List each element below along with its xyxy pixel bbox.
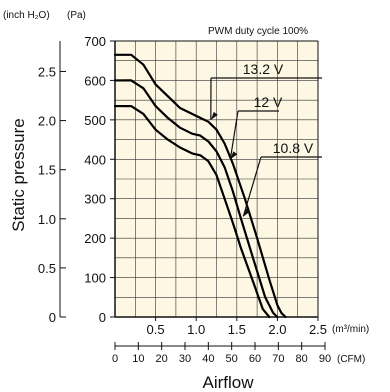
x-tick-label-m3: 1.0 xyxy=(187,322,205,337)
curves xyxy=(113,53,287,319)
series-line-3 xyxy=(113,104,271,319)
curve-label-arrowhead xyxy=(230,151,238,160)
curve-label-text: 10.8 V xyxy=(273,140,314,156)
x-tick-label-cfm: 70 xyxy=(272,353,284,365)
y-tick-label-pa: 400 xyxy=(84,152,106,167)
curve-label-arrowhead xyxy=(210,111,218,120)
x-tick-label-cfm: 20 xyxy=(156,353,168,365)
x-tick-label-cfm: 50 xyxy=(226,353,238,365)
x-tick-label-cfm: 60 xyxy=(249,353,261,365)
y-tick-label-pa: 700 xyxy=(84,34,106,49)
x-tick-label-m3: 1.5 xyxy=(228,322,246,337)
x-tick-label-cfm: 80 xyxy=(296,353,308,365)
grid-lines xyxy=(115,41,318,317)
curve-label-text: 12 V xyxy=(254,94,283,110)
y-axis-title: Static pressure xyxy=(9,118,28,231)
y-tick-label-inh2o: 0 xyxy=(49,310,56,325)
y-tick-label-pa: 200 xyxy=(84,231,106,246)
x-tick-label-m3: 2.5 xyxy=(309,322,327,337)
y-tick-label-pa: 600 xyxy=(84,73,106,88)
series-line-1 xyxy=(113,53,287,319)
y-tick-label-pa: 0 xyxy=(99,310,106,325)
y-tick-label-pa: 300 xyxy=(84,192,106,207)
y-tick-label-inh2o: 2.0 xyxy=(38,114,56,129)
y-unit-secondary: (inch H₂O) xyxy=(3,10,50,21)
y-tick-label-pa: 100 xyxy=(84,271,106,286)
x-tick-label-m3: 0.5 xyxy=(147,322,165,337)
curve-label-leader xyxy=(229,110,239,160)
chart-annotation: PWM duty cycle 100% xyxy=(208,26,308,37)
x-tick-label-cfm: 90 xyxy=(319,353,331,365)
x-axis-title: Airflow xyxy=(202,373,254,392)
x-unit-secondary: (CFM) xyxy=(337,354,365,365)
x-tick-label-cfm: 30 xyxy=(179,353,191,365)
tick-labels: 010020030040050060070000.51.01.52.02.50.… xyxy=(38,34,331,365)
curve-labels: 13.2 V 12 V 10.8 V xyxy=(210,61,322,217)
x-unit-primary: (m³/min) xyxy=(332,324,369,335)
x-tick-label-m3: 2.0 xyxy=(268,322,286,337)
y-tick-label-pa: 500 xyxy=(84,113,106,128)
y-unit-primary: (Pa) xyxy=(67,10,86,21)
y-tick-label-inh2o: 1.5 xyxy=(38,163,56,178)
series-line-2 xyxy=(113,79,279,319)
x-tick-label-cfm: 0 xyxy=(112,353,118,365)
x-tick-label-cfm: 10 xyxy=(132,353,144,365)
y-tick-label-inh2o: 2.5 xyxy=(38,64,56,79)
y-tick-label-inh2o: 1.0 xyxy=(38,212,56,227)
y-tick-label-inh2o: 0.5 xyxy=(38,261,56,276)
curve-label-arrowhead xyxy=(243,208,251,217)
x-tick-label-cfm: 40 xyxy=(202,353,214,365)
curve-label-text: 13.2 V xyxy=(243,61,284,77)
curve-label-leader xyxy=(242,156,262,217)
